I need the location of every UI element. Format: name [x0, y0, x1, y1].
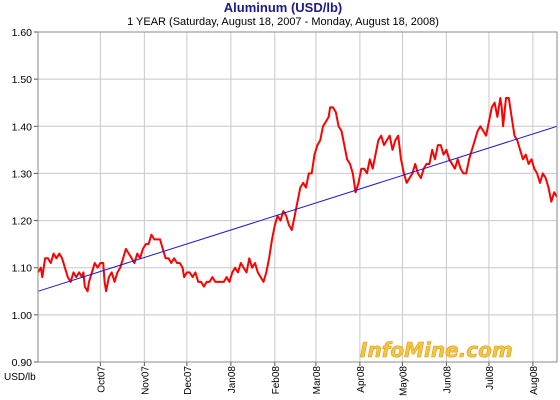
y-tick-label: 1.60 — [12, 27, 33, 39]
y-axis: 0.90 1.00 1.10 1.20 1.30 1.40 1.50 1.60 — [12, 27, 38, 369]
x-tick-label: Jun08 — [442, 366, 453, 394]
x-tick-label: Apr08 — [356, 366, 367, 393]
price-series-line — [37, 97, 558, 293]
x-tick-label: Jul08 — [485, 366, 496, 390]
x-tick-label: May08 — [398, 366, 409, 396]
x-tick-label: Mar08 — [312, 366, 323, 395]
y-tick-label: 0.90 — [12, 357, 33, 369]
x-tick-label: Feb08 — [271, 366, 282, 395]
y-tick-label: 1.40 — [12, 121, 33, 133]
y-tick-label: 1.30 — [12, 168, 33, 180]
y-tick-label: 1.50 — [12, 74, 33, 86]
trend-line — [37, 125, 558, 292]
y-unit-label: USD/lb — [4, 372, 36, 383]
svg-text:InfoMine.com: InfoMine.com — [360, 338, 513, 362]
x-tick-label: Dec07 — [183, 366, 194, 395]
x-tick-label: Aug08 — [529, 366, 540, 395]
chart-subtitle: 1 YEAR (Saturday, August 18, 2007 - Mond… — [127, 16, 439, 28]
x-axis: Oct07 Nov07 Dec07 Jan08 Feb08 Mar08 Apr08 May08… — [96, 362, 540, 396]
x-tick-label: Jan08 — [227, 366, 238, 394]
plot-border — [37, 31, 558, 363]
y-tick-label: 1.20 — [12, 216, 33, 228]
chart-title: Aluminum (USD/lb) — [224, 0, 342, 15]
series-layer — [37, 31, 558, 363]
y-tick-label: 1.00 — [12, 310, 33, 322]
x-tick-label: Oct07 — [96, 366, 107, 393]
watermark-logo: InfoMine.com — [360, 338, 513, 363]
y-tick-label: 1.10 — [12, 263, 33, 275]
x-tick-label: Nov07 — [140, 366, 151, 395]
